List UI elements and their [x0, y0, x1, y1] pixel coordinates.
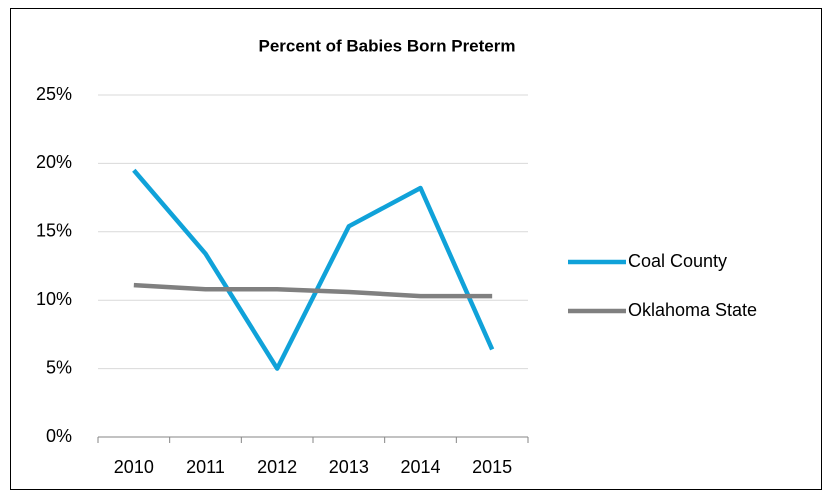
x-tick-label: 2015 [472, 457, 512, 477]
legend-label: Oklahoma State [628, 300, 757, 320]
y-tick-label: 25% [36, 84, 72, 104]
chart-title: Percent of Babies Born Preterm [259, 36, 516, 55]
y-tick-label: 20% [36, 152, 72, 172]
y-tick-label: 0% [46, 426, 72, 446]
x-tick-label: 2010 [114, 457, 154, 477]
legend-label: Coal County [628, 251, 727, 271]
y-tick-label: 10% [36, 289, 72, 309]
x-tick-label: 2014 [400, 457, 440, 477]
x-tick-label: 2011 [186, 457, 225, 477]
x-tick-label: 2012 [257, 457, 297, 477]
y-tick-label: 15% [36, 221, 72, 241]
series-line [133, 282, 493, 299]
chart-border [10, 8, 822, 490]
x-tick-label: 2013 [329, 457, 369, 477]
y-tick-label: 5% [46, 357, 72, 377]
series-line [132, 168, 495, 371]
